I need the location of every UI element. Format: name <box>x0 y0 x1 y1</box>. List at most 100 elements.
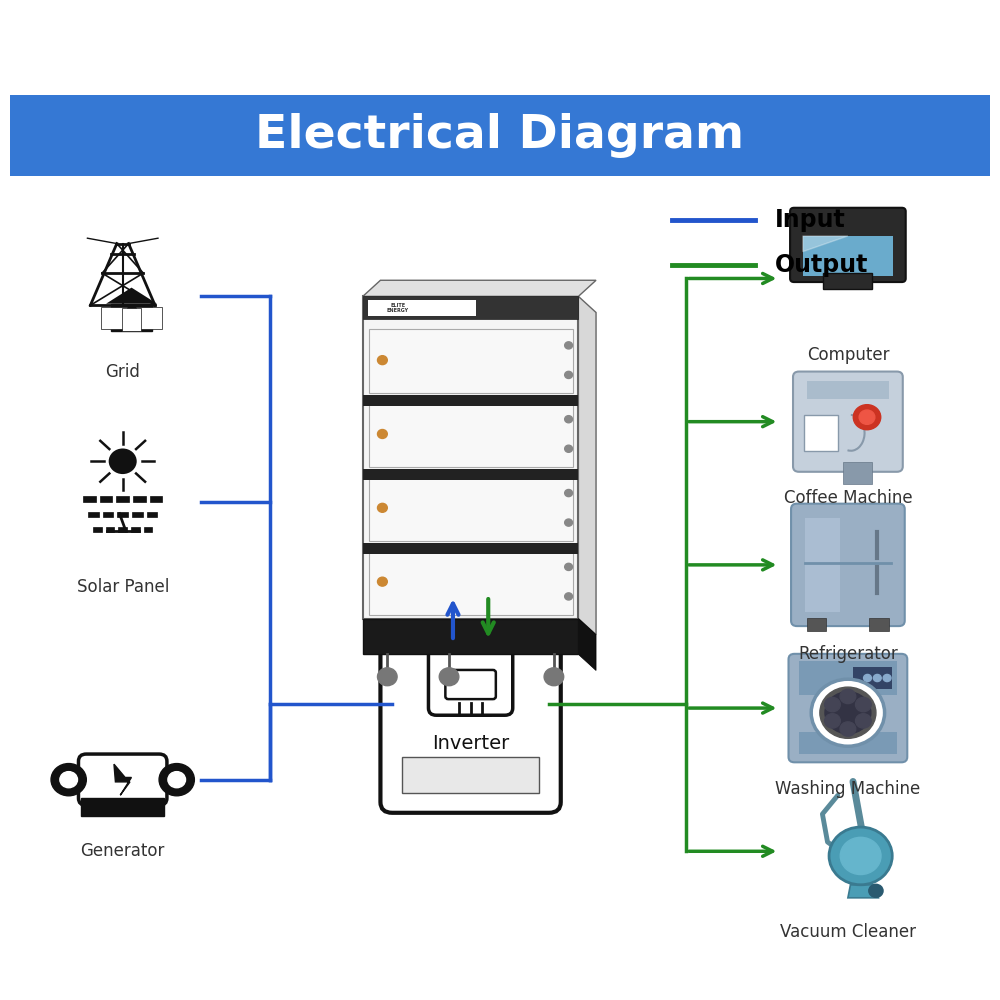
Bar <box>368 300 476 316</box>
Bar <box>363 543 578 554</box>
Circle shape <box>378 668 397 686</box>
Bar <box>122 308 141 331</box>
Bar <box>805 518 840 612</box>
Circle shape <box>864 674 871 682</box>
Circle shape <box>825 692 871 734</box>
Circle shape <box>565 445 573 452</box>
Polygon shape <box>578 296 596 635</box>
Circle shape <box>873 674 881 682</box>
Bar <box>106 527 114 532</box>
FancyBboxPatch shape <box>793 372 903 472</box>
Polygon shape <box>803 236 848 252</box>
Circle shape <box>439 668 459 686</box>
Circle shape <box>565 416 573 423</box>
Text: Inverter: Inverter <box>432 734 509 753</box>
Bar <box>136 307 162 329</box>
Text: Solar Panel: Solar Panel <box>77 578 169 596</box>
Circle shape <box>840 722 856 736</box>
Text: Computer: Computer <box>807 346 889 364</box>
Circle shape <box>544 668 564 686</box>
Bar <box>853 667 892 689</box>
Bar <box>131 527 140 532</box>
Bar <box>118 527 127 532</box>
Text: Output: Output <box>774 253 868 277</box>
Bar <box>369 476 573 541</box>
FancyBboxPatch shape <box>428 648 513 715</box>
Text: Input: Input <box>774 208 845 232</box>
Bar <box>116 496 129 502</box>
Circle shape <box>60 772 77 788</box>
Bar <box>101 307 127 329</box>
Text: Vacuum Cleaner: Vacuum Cleaner <box>780 923 916 941</box>
Bar <box>132 512 143 517</box>
Polygon shape <box>578 619 596 670</box>
Bar <box>100 496 112 502</box>
Polygon shape <box>848 885 878 898</box>
Circle shape <box>565 371 573 378</box>
Circle shape <box>109 448 137 474</box>
FancyBboxPatch shape <box>791 504 905 626</box>
Bar <box>369 402 573 467</box>
Circle shape <box>378 503 387 512</box>
Bar <box>10 95 990 176</box>
Circle shape <box>168 772 186 788</box>
Circle shape <box>856 714 871 728</box>
Circle shape <box>883 674 891 682</box>
Circle shape <box>565 342 573 349</box>
Text: Generator: Generator <box>81 842 165 860</box>
Circle shape <box>840 837 881 875</box>
FancyBboxPatch shape <box>789 654 907 762</box>
Circle shape <box>565 489 573 497</box>
Bar <box>369 550 573 615</box>
Text: Grid: Grid <box>105 363 140 381</box>
Circle shape <box>825 714 840 728</box>
Circle shape <box>378 430 387 438</box>
Circle shape <box>825 697 840 712</box>
Bar <box>803 236 893 276</box>
Text: Washing Machine: Washing Machine <box>775 780 921 798</box>
Circle shape <box>565 563 573 570</box>
Bar <box>807 381 889 399</box>
Circle shape <box>378 577 387 586</box>
Text: ELITE
ENERGY: ELITE ENERGY <box>387 303 409 313</box>
FancyBboxPatch shape <box>445 670 496 699</box>
Text: Refrigerator: Refrigerator <box>798 645 898 663</box>
Circle shape <box>51 764 86 796</box>
FancyBboxPatch shape <box>78 754 167 805</box>
Bar <box>83 496 96 502</box>
Circle shape <box>811 679 885 746</box>
FancyBboxPatch shape <box>790 208 906 282</box>
Bar <box>81 798 164 816</box>
Bar <box>363 619 578 654</box>
Polygon shape <box>363 280 596 296</box>
Bar <box>369 329 573 393</box>
Bar <box>88 512 99 517</box>
Bar <box>111 304 152 331</box>
Bar <box>838 278 858 287</box>
Bar <box>363 469 578 480</box>
Text: Coffee Machine: Coffee Machine <box>784 489 912 507</box>
Circle shape <box>378 356 387 365</box>
FancyBboxPatch shape <box>380 312 596 635</box>
Bar <box>804 415 838 451</box>
Bar <box>103 512 113 517</box>
Bar <box>869 618 889 631</box>
Bar <box>363 395 578 406</box>
Text: Electrical Diagram: Electrical Diagram <box>255 113 745 158</box>
FancyBboxPatch shape <box>363 296 578 619</box>
Circle shape <box>820 687 876 738</box>
Circle shape <box>853 405 881 430</box>
Circle shape <box>869 884 883 897</box>
Circle shape <box>856 697 871 712</box>
Bar <box>117 512 128 517</box>
Circle shape <box>565 593 573 600</box>
Bar <box>823 273 872 289</box>
Bar <box>799 732 897 754</box>
Circle shape <box>159 764 194 796</box>
Bar <box>843 462 872 484</box>
Circle shape <box>859 410 875 424</box>
Bar <box>133 496 146 502</box>
FancyBboxPatch shape <box>380 594 561 813</box>
Bar <box>150 496 162 502</box>
Bar <box>402 757 539 793</box>
